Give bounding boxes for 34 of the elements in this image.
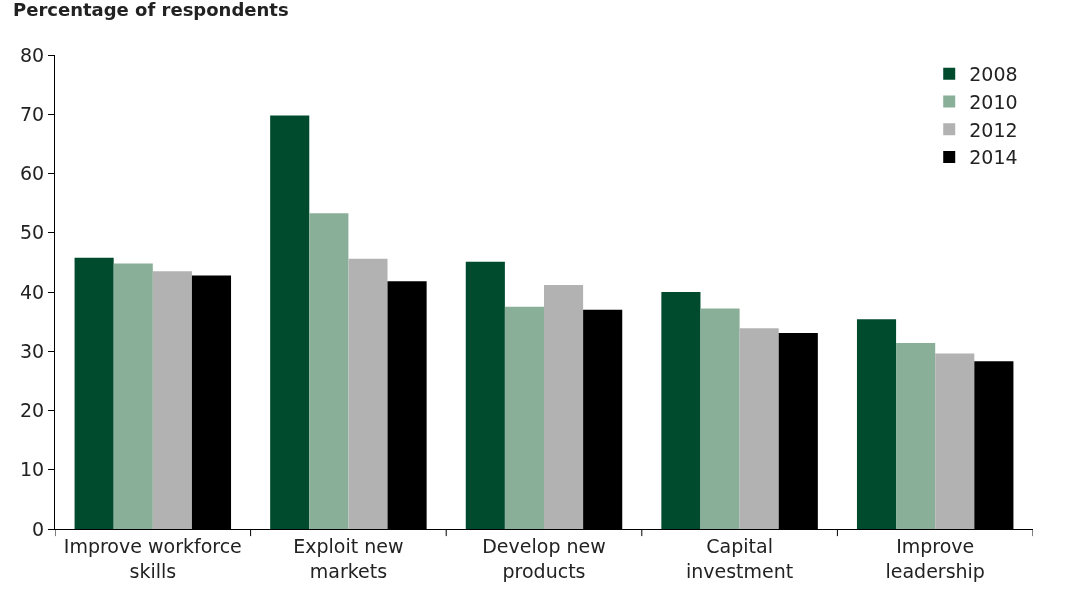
bar (152, 271, 192, 529)
y-tick-label: 80 (20, 43, 45, 66)
x-tick-label: Capital investment (685, 534, 794, 582)
y-tick-label: 50 (20, 221, 45, 244)
y-tick-label: 0 (32, 517, 45, 540)
y-tick-label: 20 (20, 399, 45, 422)
legend-label: 2012 (969, 118, 1018, 141)
bar (309, 213, 349, 529)
y-tick-label: 40 (20, 280, 45, 303)
legend-label: 2014 (969, 146, 1018, 169)
legend-label: 2010 (969, 90, 1018, 113)
x-tick-label: Improve leadership (885, 534, 985, 582)
y-tick-label: 60 (20, 162, 45, 185)
bar (113, 263, 153, 529)
y-tick-label: 70 (20, 102, 45, 125)
y-tick-label: 30 (20, 339, 45, 362)
x-tick-label: Develop new products (482, 534, 606, 582)
legend-label: 2008 (969, 63, 1018, 86)
bar (504, 306, 544, 529)
x-tick-label: Exploit new markets (293, 534, 404, 582)
bar (348, 258, 388, 529)
y-tick-label: 10 (20, 458, 45, 481)
bar (896, 342, 936, 529)
bar (544, 284, 584, 529)
bar (270, 115, 310, 529)
bar (935, 353, 975, 529)
bar (739, 328, 779, 529)
bar (661, 292, 701, 529)
bar (74, 257, 114, 529)
y-axis-title: Percentage of respondents (13, 0, 289, 20)
x-tick-label: Improve workforce skills (63, 534, 242, 582)
bar (465, 261, 505, 529)
bar (700, 308, 740, 529)
bar (856, 319, 897, 529)
